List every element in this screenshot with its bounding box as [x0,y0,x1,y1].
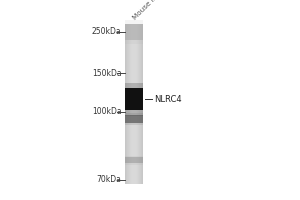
Bar [124,24,142,184]
Text: 70kDa: 70kDa [97,176,122,184]
Text: Mouse large intestine: Mouse large intestine [132,0,192,21]
Text: 150kDa: 150kDa [92,68,122,77]
Bar [124,115,142,123]
Text: 100kDa: 100kDa [92,108,122,116]
Bar [124,24,142,40]
Bar [124,156,142,164]
Bar [124,82,142,116]
Bar [124,157,142,163]
Bar [124,113,142,125]
Bar [124,88,142,110]
Text: NLRC4: NLRC4 [154,95,182,104]
Bar [124,20,142,44]
Text: 250kDa: 250kDa [92,27,122,36]
